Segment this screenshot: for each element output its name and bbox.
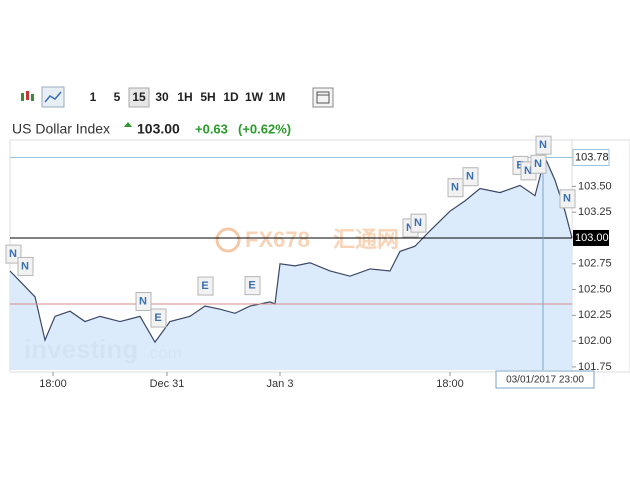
event-marker[interactable]: E	[244, 276, 261, 296]
icon-part	[26, 91, 29, 100]
event-label: E	[154, 312, 161, 324]
event-box	[447, 178, 464, 198]
interval-button[interactable]: 1W	[245, 90, 264, 104]
event-marker[interactable]: N	[559, 189, 576, 209]
event-marker[interactable]: N	[5, 244, 22, 264]
event-label: E	[201, 280, 208, 292]
x-tick-label: 18:00	[436, 378, 464, 390]
event-marker[interactable]: E	[197, 276, 214, 296]
price: 103.00	[137, 121, 180, 137]
interval-button[interactable]: 5	[114, 90, 121, 104]
event-label: E	[516, 159, 523, 171]
event-box	[150, 308, 167, 328]
event-marker[interactable]: N	[535, 135, 552, 155]
event-label: N	[563, 193, 571, 205]
event-box	[535, 135, 552, 155]
watermark: FX678	[245, 227, 310, 252]
area-icon[interactable]	[41, 86, 65, 108]
event-box	[135, 292, 152, 312]
event-marker[interactable]: N	[462, 167, 479, 187]
icon-part	[31, 94, 34, 101]
icon-part	[44, 91, 62, 103]
y-tick-label: 103.50	[578, 180, 612, 192]
settings-icon[interactable]	[312, 87, 334, 108]
event-marker[interactable]: N	[410, 213, 427, 233]
event-label: N	[21, 260, 29, 272]
area-fill	[10, 157, 572, 370]
event-box	[244, 276, 261, 296]
icon-part	[316, 91, 330, 104]
interval-button[interactable]: 1H	[177, 90, 192, 104]
last-label: 103.00	[575, 232, 609, 244]
y-tick-label: 103.25	[578, 206, 612, 218]
x-tick-label: Dec 31	[150, 378, 185, 390]
event-marker[interactable]: N	[530, 154, 547, 174]
change-percent: (+0.62%)	[238, 121, 291, 136]
icon-part	[21, 93, 24, 101]
x-tick-label: Jan 3	[267, 378, 294, 390]
event-label: N	[139, 295, 147, 307]
y-tick-label: 101.75	[578, 361, 612, 373]
interval-button[interactable]: 1M	[269, 90, 286, 104]
event-marker[interactable]: E	[150, 308, 167, 328]
interval-button[interactable]: 1D	[223, 90, 239, 104]
event-label: N	[406, 222, 414, 234]
interval-button[interactable]: 15	[132, 90, 146, 104]
last-label-box	[573, 229, 609, 246]
candle-icon[interactable]	[19, 89, 37, 105]
selected-interval	[128, 87, 150, 108]
event-label: N	[524, 165, 532, 177]
crosshair-label: 03/01/2017 23:00	[506, 375, 584, 386]
event-marker[interactable]: N	[447, 178, 464, 198]
interval-button[interactable]: 30	[155, 90, 169, 104]
event-label: N	[9, 248, 17, 260]
event-box	[410, 213, 427, 233]
y-tick-label: 102.25	[578, 309, 612, 321]
price-line	[9, 155, 573, 344]
instrument-name: US Dollar Index	[12, 121, 110, 137]
event-label: N	[414, 217, 422, 229]
high-label-box	[572, 149, 610, 167]
event-box	[559, 189, 576, 209]
interval-button[interactable]: 5H	[200, 90, 215, 104]
event-marker[interactable]: N	[17, 256, 34, 276]
icon-bg[interactable]	[312, 87, 334, 108]
change: +0.63	[195, 121, 228, 136]
interval-button[interactable]: 1	[90, 90, 97, 104]
event-box	[5, 244, 22, 264]
y-tick-label: 102.00	[578, 335, 612, 347]
event-label: N	[451, 182, 459, 194]
event-marker[interactable]: N	[135, 292, 152, 312]
event-label: N	[539, 139, 547, 151]
event-label: N	[534, 158, 542, 170]
event-box	[462, 167, 479, 187]
x-tick-label: 18:00	[39, 378, 67, 390]
high-label: 103.78	[575, 151, 609, 163]
event-label: E	[248, 280, 255, 292]
y-tick-label: 102.50	[578, 283, 612, 295]
crosshair-label-box	[495, 370, 595, 389]
watermark-logo	[215, 227, 241, 253]
event-box	[530, 154, 547, 174]
y-tick-label: 102.75	[578, 258, 612, 270]
up-arrow	[124, 122, 132, 127]
event-label: N	[466, 171, 474, 183]
watermark: 汇通网	[333, 227, 399, 252]
event-box	[17, 256, 34, 276]
event-box	[197, 276, 214, 296]
